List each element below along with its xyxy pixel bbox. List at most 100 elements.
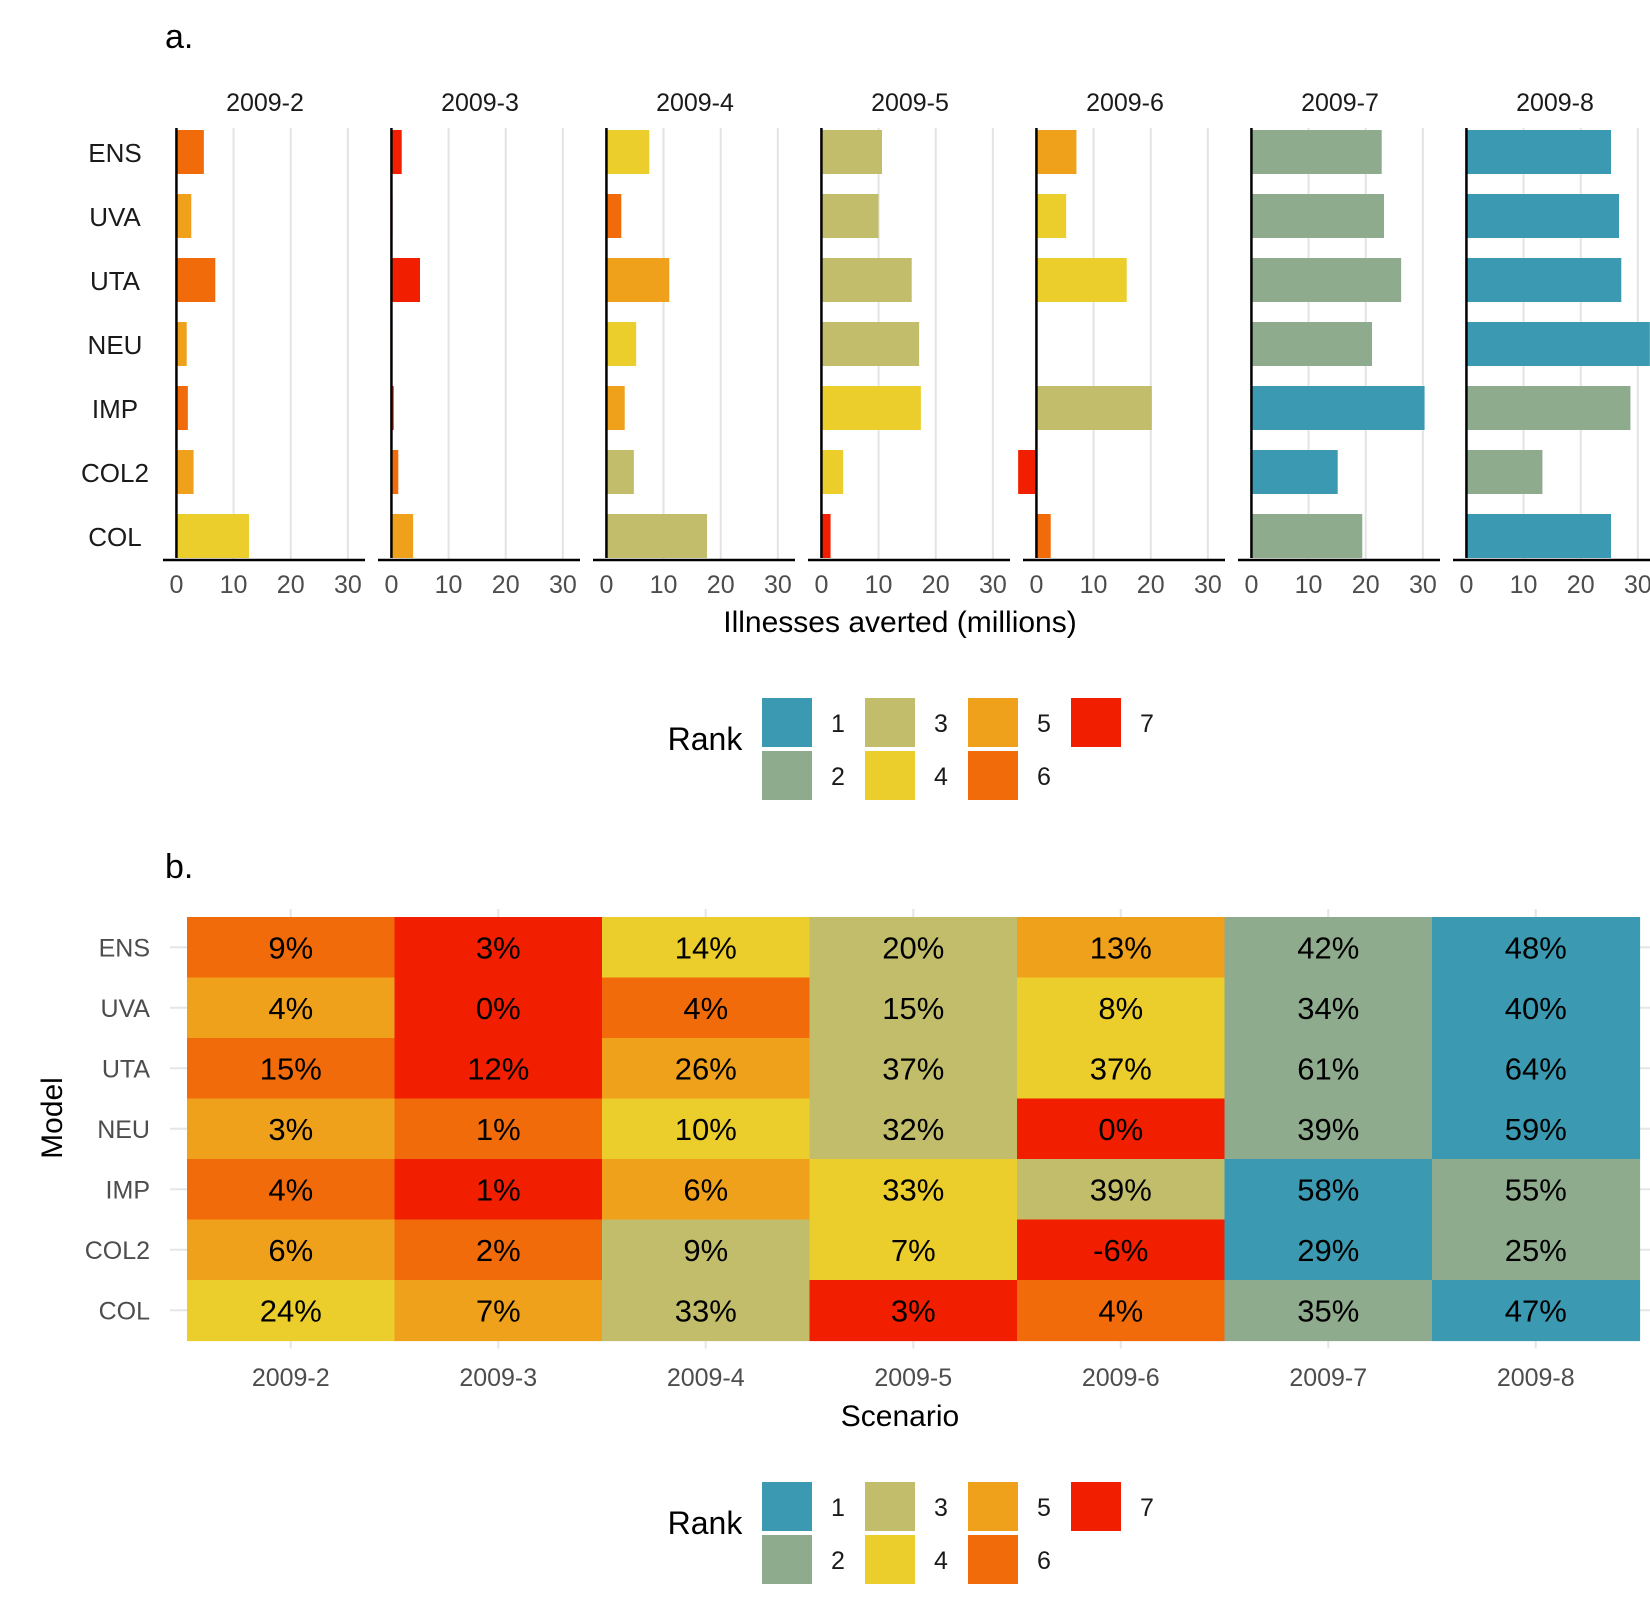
x-tick-label: 30: [334, 571, 362, 599]
cell-NEU-2009-8: [1432, 1098, 1641, 1160]
bar-COL-2009-5: [821, 514, 831, 558]
cell-label: 3%: [476, 930, 521, 965]
legend-key-4: [865, 1535, 915, 1584]
cell-UVA-2009-2: [187, 977, 396, 1039]
cell-label: 6%: [683, 1172, 728, 1207]
cell-ENS-2009-8: [1432, 917, 1641, 979]
cell-UTA-2009-5: [809, 1038, 1018, 1100]
x-tick-label: 30: [979, 571, 1007, 599]
bar-COL2-2009-7: [1251, 450, 1338, 494]
x-tick-label: 10: [1080, 571, 1108, 599]
bar-COL-2009-7: [1251, 514, 1363, 558]
cell-NEU-2009-3: [394, 1098, 603, 1160]
cell-label: 15%: [882, 991, 944, 1026]
cell-label: 64%: [1505, 1051, 1567, 1086]
bar-ENS-2009-2: [176, 130, 204, 174]
cell-ENS-2009-5: [809, 917, 1018, 979]
cell-label: 58%: [1297, 1172, 1359, 1207]
bar-UTA-2009-4: [606, 258, 670, 302]
bar-ENS-2009-3: [391, 130, 402, 174]
cell-NEU-2009-6: [1017, 1098, 1226, 1160]
cell-label: 4%: [268, 991, 313, 1026]
cell-label: 14%: [675, 930, 737, 965]
cell-COL-2009-2: [187, 1280, 396, 1342]
cell-label: 26%: [675, 1051, 737, 1086]
facet-title: 2009-5: [871, 89, 949, 117]
bar-ENS-2009-5: [821, 130, 882, 174]
cell-label: 4%: [1098, 1293, 1143, 1328]
x-tick-label: 0: [169, 571, 183, 599]
bar-NEU-2009-5: [821, 322, 920, 366]
cell-label: 0%: [476, 991, 521, 1026]
cell-UVA-2009-3: [394, 977, 603, 1039]
cell-COL-2009-7: [1224, 1280, 1433, 1342]
x-tick-label: 0: [1244, 571, 1258, 599]
cell-label: 35%: [1297, 1293, 1359, 1328]
legend-label: 6: [1037, 763, 1051, 791]
panel-b-y-tick-label: UVA: [100, 995, 150, 1023]
cell-COL-2009-3: [394, 1280, 603, 1342]
cell-IMP-2009-8: [1432, 1159, 1641, 1221]
cell-IMP-2009-4: [602, 1159, 811, 1221]
panel-a-label: a.: [165, 18, 193, 56]
panel-b-y-tick-label: IMP: [106, 1176, 150, 1204]
legend-key-3: [865, 1482, 915, 1531]
cell-label: 37%: [1090, 1051, 1152, 1086]
bar-UVA-2009-4: [606, 194, 622, 238]
cell-label: 40%: [1505, 991, 1567, 1026]
panel-b-heatmap: 9% 3% 14% 20% 13% 42% 48% 4% 0% 4% 15% 8% 34% 40% 15% 1…: [85, 909, 1650, 1392]
cell-label: 12%: [467, 1051, 529, 1086]
panel-b-y-tick-label: COL: [99, 1297, 151, 1325]
cell-COL2-2009-3: [394, 1219, 603, 1281]
cell-IMP-2009-2: [187, 1159, 396, 1221]
x-tick-label: 10: [220, 571, 248, 599]
facet-2009-5: 2009-5 0 10 20 30: [808, 89, 1010, 599]
cell-label: -6%: [1093, 1233, 1148, 1268]
cell-COL-2009-6: [1017, 1280, 1226, 1342]
x-tick-label: 10: [435, 571, 463, 599]
x-tick-label: 30: [549, 571, 577, 599]
legend-key-4: [865, 751, 915, 800]
panel-b-legend: Rank 1 2 3 4 5 6 7: [668, 1482, 1154, 1584]
cell-label: 20%: [882, 930, 944, 965]
cell-label: 13%: [1090, 930, 1152, 965]
legend-label: 4: [934, 1547, 948, 1575]
cell-label: 42%: [1297, 930, 1359, 965]
cell-label: 7%: [891, 1233, 936, 1268]
facet-2009-3: 2009-3 0 10 20 30: [378, 89, 580, 599]
legend-key-7: [1071, 698, 1121, 747]
cell-label: 33%: [882, 1172, 944, 1207]
bar-UVA-2009-6: [1036, 194, 1067, 238]
x-tick-label: 10: [1510, 571, 1538, 599]
bar-NEU-2009-7: [1251, 322, 1372, 366]
panel-b-x-tick-label: 2009-4: [667, 1364, 745, 1392]
cell-COL2-2009-6: [1017, 1219, 1226, 1281]
cell-ENS-2009-6: [1017, 917, 1226, 979]
bar-COL-2009-2: [176, 514, 249, 558]
cell-IMP-2009-5: [809, 1159, 1018, 1221]
cell-IMP-2009-6: [1017, 1159, 1226, 1221]
bar-NEU-2009-4: [606, 322, 637, 366]
panel-b-y-tick-label: UTA: [102, 1055, 150, 1083]
cell-IMP-2009-7: [1224, 1159, 1433, 1221]
x-tick-label: 10: [865, 571, 893, 599]
panel-b-x-tick-label: 2009-6: [1082, 1364, 1160, 1392]
legend-label: 5: [1037, 1494, 1051, 1522]
cell-label: 48%: [1505, 930, 1567, 965]
facet-2009-2: 2009-2 0 10 20 30: [163, 89, 365, 599]
legend-label: 4: [934, 763, 948, 791]
cell-ENS-2009-4: [602, 917, 811, 979]
facet-title: 2009-6: [1086, 89, 1164, 117]
cell-label: 2%: [476, 1233, 521, 1268]
panel-b-x-tick-label: 2009-3: [459, 1364, 537, 1392]
facet-2009-7: 2009-7 0 10 20 30: [1238, 89, 1440, 599]
bar-UVA-2009-8: [1466, 194, 1619, 238]
bar-COL2-2009-5: [821, 450, 844, 494]
bar-UTA-2009-7: [1251, 258, 1402, 302]
cell-UVA-2009-6: [1017, 977, 1226, 1039]
cell-UVA-2009-7: [1224, 977, 1433, 1039]
cell-NEU-2009-4: [602, 1098, 811, 1160]
x-tick-label: 30: [764, 571, 792, 599]
cell-UVA-2009-8: [1432, 977, 1641, 1039]
